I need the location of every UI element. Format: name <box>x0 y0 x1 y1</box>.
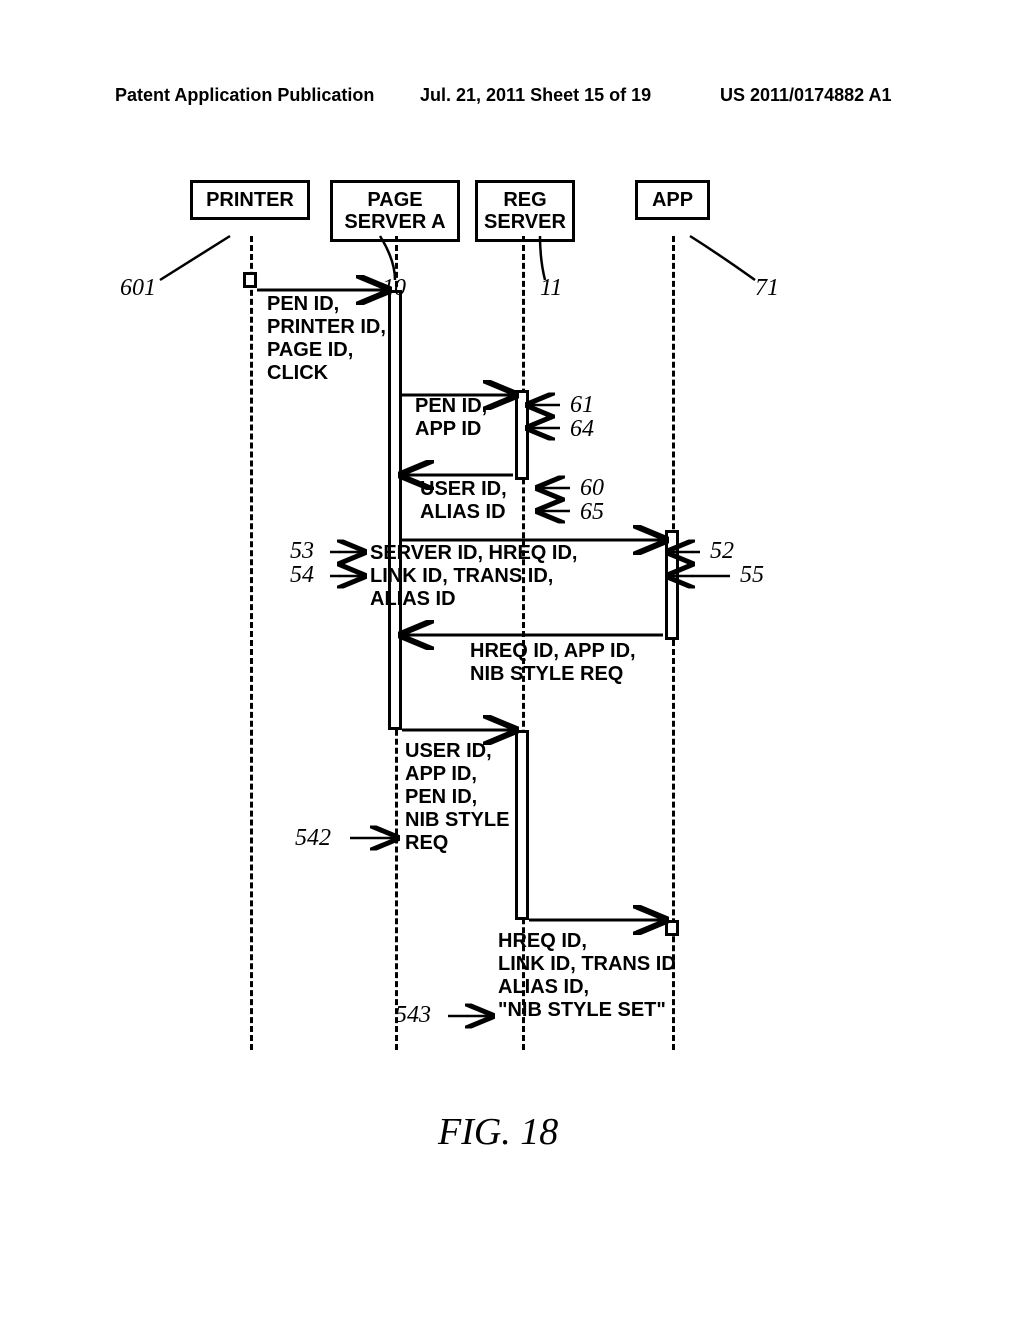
msg-2-label: PEN ID, APP ID <box>415 395 487 441</box>
header-right: US 2011/0174882 A1 <box>720 85 891 106</box>
ref-54: 54 <box>290 562 314 589</box>
activation-printer-1 <box>243 272 257 288</box>
ref-542: 542 <box>295 825 331 852</box>
header-center: Jul. 21, 2011 Sheet 15 of 19 <box>420 85 651 106</box>
msg-4-label: SERVER ID, HREQ ID, LINK ID, TRANS ID, A… <box>370 542 577 611</box>
lifeline-printer <box>250 236 253 1050</box>
entity-page-server: PAGE SERVER A <box>330 180 460 242</box>
activation-app-1 <box>665 530 679 640</box>
ref-543: 543 <box>395 1002 431 1029</box>
header-left: Patent Application Publication <box>115 85 374 106</box>
activation-reg-server-1 <box>515 390 529 480</box>
ref-71: 71 <box>755 275 779 302</box>
msg-7-label: HREQ ID, LINK ID, TRANS ID ALIAS ID, "NI… <box>498 930 676 1022</box>
ref-52: 52 <box>710 538 734 565</box>
ref-65: 65 <box>580 499 604 526</box>
ref-60: 60 <box>580 475 604 502</box>
activation-reg-server-2 <box>515 730 529 920</box>
msg-5-label: HREQ ID, APP ID, NIB STYLE REQ <box>470 640 636 686</box>
ref-55: 55 <box>740 562 764 589</box>
entity-reg-server: REG SERVER <box>475 180 575 242</box>
msg-3-label: USER ID, ALIAS ID <box>420 478 507 524</box>
entity-printer: PRINTER <box>190 180 310 220</box>
msg-6-label: USER ID, APP ID, PEN ID, NIB STYLE REQ <box>405 740 509 855</box>
activation-page-server-1 <box>388 290 402 730</box>
ref-64: 64 <box>570 416 594 443</box>
ref-61: 61 <box>570 392 594 419</box>
ref-601: 601 <box>120 275 156 302</box>
entity-app: APP <box>635 180 710 220</box>
msg-1-label: PEN ID, PRINTER ID, PAGE ID, CLICK <box>267 293 386 385</box>
ref-53: 53 <box>290 538 314 565</box>
figure-label: FIG. 18 <box>438 1110 558 1154</box>
ref-11: 11 <box>540 275 562 302</box>
